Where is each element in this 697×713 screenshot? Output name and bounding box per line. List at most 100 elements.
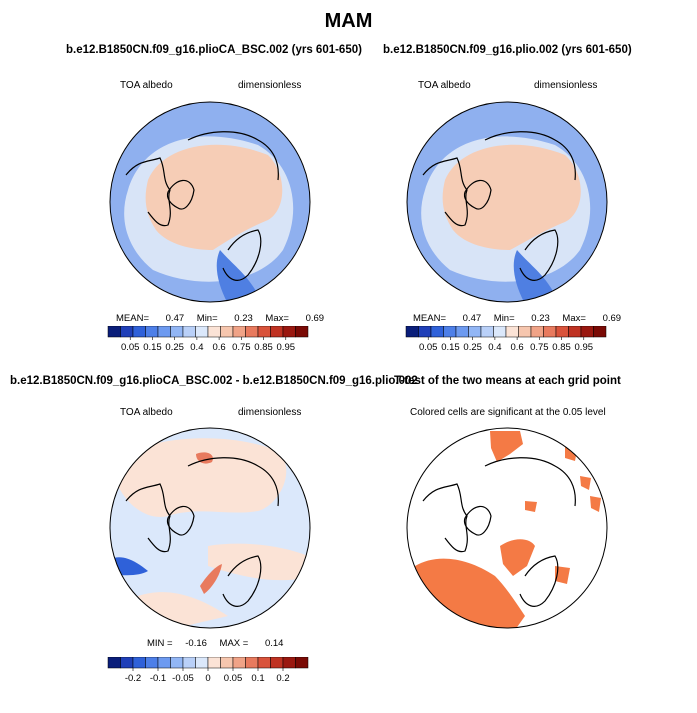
colorbar-swatch bbox=[257, 326, 271, 338]
panel3-min-label: MIN = bbox=[147, 638, 173, 649]
colorbar-tick-label: 0.85 bbox=[254, 342, 272, 353]
colorbar-swatch bbox=[182, 657, 196, 669]
colorbar-swatch bbox=[232, 657, 246, 669]
panel1-max-value: 0.69 bbox=[305, 313, 325, 324]
panel2-max-value: 0.69 bbox=[602, 313, 622, 324]
colorbar-tick-label: 0.25 bbox=[165, 342, 184, 353]
panel3-min-value: -0.16 bbox=[185, 638, 207, 649]
panel3-variable-label: TOA albedo bbox=[120, 407, 173, 418]
colorbar-tick-label: 0.4 bbox=[190, 342, 203, 353]
colorbar-tick-label: 0.2 bbox=[276, 673, 289, 684]
panel1-coastline-eurasia bbox=[187, 131, 279, 281]
colorbar-swatch bbox=[207, 326, 221, 338]
colorbar-swatch bbox=[295, 326, 309, 338]
colorbar-tick-label: 0.85 bbox=[552, 342, 571, 353]
panel3-max-value: 0.14 bbox=[264, 638, 284, 649]
colorbar-tick-label: 0.95 bbox=[277, 342, 296, 353]
colorbar-swatch bbox=[107, 326, 121, 338]
colorbar-tick-label: 0.15 bbox=[143, 342, 162, 353]
panel4-significant-cells bbox=[411, 431, 601, 628]
colorbar-swatch bbox=[282, 657, 296, 669]
panel1-variable-label: TOA albedo bbox=[120, 80, 173, 91]
colorbar-tick-label: 0.25 bbox=[463, 342, 482, 353]
colorbar-tick-label: 0.05 bbox=[419, 342, 438, 353]
colorbar-tick-label: 0.6 bbox=[213, 342, 226, 353]
panel4-subtitle: Colored cells are significant at the 0.0… bbox=[410, 407, 606, 418]
colorbar-swatch bbox=[132, 657, 146, 669]
panel2-min-value: 0.23 bbox=[531, 313, 550, 324]
colorbar-swatch bbox=[568, 326, 582, 338]
colorbar-swatch bbox=[418, 326, 432, 338]
colorbar-swatch bbox=[220, 657, 234, 669]
panel4-coastline-eurasia bbox=[484, 457, 576, 607]
colorbar-swatch bbox=[505, 326, 519, 338]
colorbar-tick-label: -0.2 bbox=[125, 673, 141, 684]
colorbar-tick-label: -0.05 bbox=[172, 673, 194, 684]
panel2-coastline-greenland bbox=[463, 179, 492, 210]
colorbar-swatch bbox=[282, 326, 296, 338]
panel1-units-label: dimensionless bbox=[238, 80, 302, 91]
colorbar-swatch bbox=[107, 657, 121, 669]
colorbar-swatch bbox=[493, 326, 507, 338]
colorbar-swatch bbox=[232, 326, 246, 338]
panel4-title: T-test of the two means at each grid poi… bbox=[394, 375, 621, 387]
panel1-albedo-region-low bbox=[216, 250, 283, 302]
panel2-albedo-region-high bbox=[442, 144, 581, 250]
panel2-albedo-region-low bbox=[513, 250, 580, 302]
colorbar-swatch bbox=[480, 326, 494, 338]
colorbar-swatch bbox=[245, 657, 259, 669]
panel3-coastline-north-america bbox=[125, 483, 171, 553]
panel2-polar-map bbox=[406, 101, 608, 303]
panel1-stats-line: MEAN= 0.47 Min= 0.23 Max= 0.69 bbox=[116, 313, 324, 324]
colorbar-tick-label: 0.75 bbox=[530, 342, 549, 353]
panel3-stats-line: MIN = -0.16 MAX = 0.14 bbox=[147, 638, 283, 649]
panel3-polar-map bbox=[109, 427, 311, 629]
colorbar-swatch bbox=[405, 326, 419, 338]
panel2-coastline-north-america bbox=[422, 157, 468, 227]
panel1-title: b.e12.B1850CN.f09_g16.plioCA_BSC.002 (yr… bbox=[66, 44, 362, 56]
colorbar-swatch bbox=[157, 326, 171, 338]
colorbar-swatch bbox=[157, 657, 171, 669]
colorbar-swatch bbox=[195, 657, 209, 669]
colorbar-swatch bbox=[170, 657, 184, 669]
panel2-max-label: Max= bbox=[562, 313, 586, 324]
panel2-coastline-eurasia bbox=[484, 131, 576, 281]
colorbar-swatch bbox=[220, 326, 234, 338]
colorbar-tick-label: 0.05 bbox=[224, 673, 243, 684]
panel2-colorbar: 0.05 0.15 0.25 0.4 0.6 0.75 0.85 0.95 bbox=[405, 326, 607, 353]
colorbar-swatch bbox=[580, 326, 594, 338]
colorbar-swatch bbox=[195, 326, 209, 338]
colorbar-swatch bbox=[245, 326, 259, 338]
colorbar-swatch bbox=[270, 657, 284, 669]
colorbar-swatch bbox=[530, 326, 544, 338]
panel2-title: b.e12.B1850CN.f09_g16.plio.002 (yrs 601-… bbox=[383, 44, 632, 56]
panel1-coastline-north-america bbox=[125, 157, 171, 227]
colorbar-swatch bbox=[132, 326, 146, 338]
colorbar-tick-label: -0.1 bbox=[150, 673, 166, 684]
colorbar-swatch bbox=[207, 657, 221, 669]
colorbar-swatch bbox=[145, 657, 159, 669]
colorbar-swatch bbox=[555, 326, 569, 338]
panel4-coastline-greenland bbox=[463, 505, 492, 536]
panel1-min-value: 0.23 bbox=[234, 313, 253, 324]
colorbar-swatch bbox=[257, 657, 271, 669]
colorbar-swatch bbox=[593, 326, 607, 338]
panel1-albedo-region-high bbox=[145, 144, 283, 250]
figure-title: MAM bbox=[324, 10, 373, 32]
colorbar-swatch bbox=[443, 326, 457, 338]
panel3-diff-region-positive bbox=[118, 438, 310, 628]
panel2-variable-label: TOA albedo bbox=[418, 80, 471, 91]
panel1-polar-map bbox=[109, 101, 311, 303]
panel2-stats-line: MEAN= 0.47 Min= 0.23 Max= 0.69 bbox=[413, 313, 621, 324]
colorbar-tick-label: 0.95 bbox=[575, 342, 594, 353]
colorbar-swatch bbox=[295, 657, 309, 669]
colorbar-swatch bbox=[120, 326, 134, 338]
panel1-max-label: Max= bbox=[265, 313, 289, 324]
panel2-units-label: dimensionless bbox=[534, 80, 598, 91]
panel2-mean-label: MEAN= bbox=[413, 313, 446, 324]
panel1-mean-value: 0.47 bbox=[165, 313, 185, 324]
colorbar-tick-label: 0.05 bbox=[121, 342, 140, 353]
colorbar-swatch bbox=[518, 326, 532, 338]
panel3-coastline-greenland bbox=[166, 505, 195, 536]
panel1-min-label: Min= bbox=[196, 313, 218, 324]
